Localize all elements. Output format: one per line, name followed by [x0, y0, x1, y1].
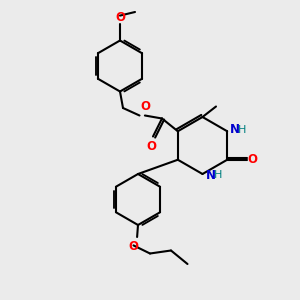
- Text: O: O: [247, 153, 257, 166]
- Text: O: O: [140, 100, 150, 113]
- Text: N: N: [206, 169, 215, 182]
- Text: H: H: [238, 125, 247, 135]
- Text: O: O: [146, 140, 157, 153]
- Text: O: O: [128, 240, 139, 253]
- Text: O: O: [115, 11, 125, 24]
- Text: N: N: [230, 123, 240, 136]
- Text: H: H: [214, 170, 222, 181]
